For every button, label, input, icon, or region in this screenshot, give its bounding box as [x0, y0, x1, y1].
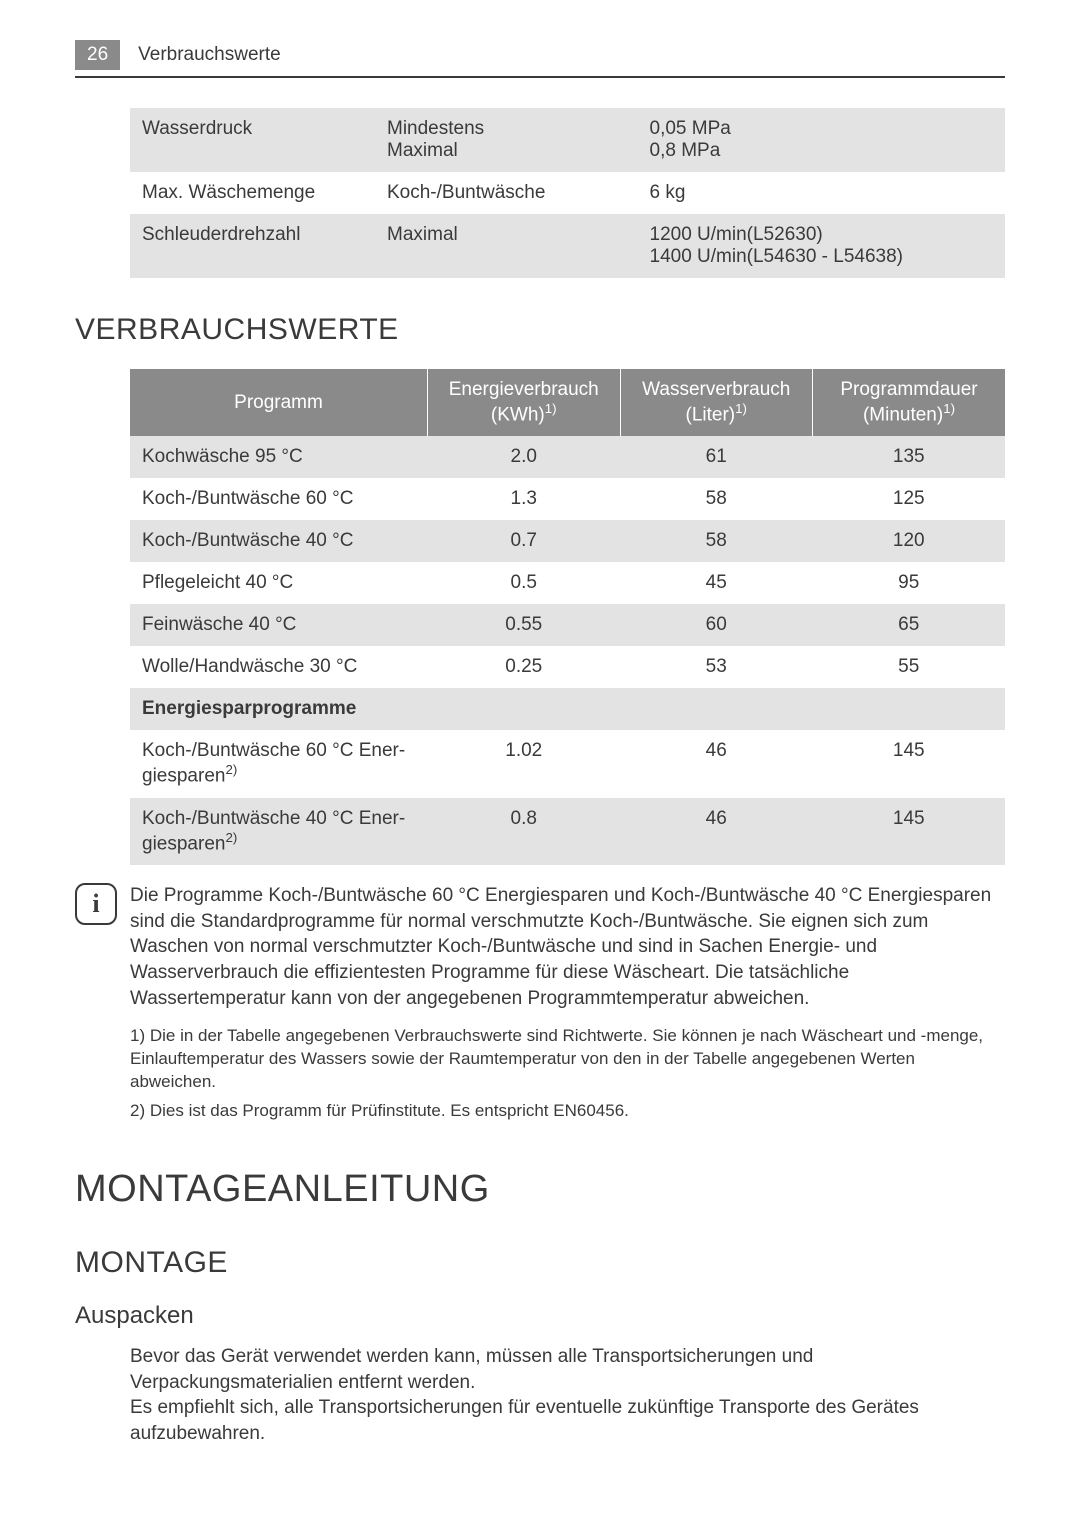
program-name: Koch-/Buntwäsche 40 °C Ener-giesparen2) — [130, 798, 428, 865]
spec-val: 0,05 MPa0,8 MPa — [638, 108, 1006, 172]
programs-table: Programm Energieverbrauch (KWh)1) Wasser… — [130, 369, 1005, 865]
program-name: Wolle/Handwäsche 30 °C — [130, 646, 428, 688]
spec-label: Schleuderdrehzahl — [130, 214, 375, 278]
th-energie-unit: (KWh) — [491, 404, 545, 425]
section-montageanleitung: MONTAGEANLEITUNG — [75, 1168, 1005, 1211]
footnotes: 1) Die in der Tabelle angegebenen Verbra… — [130, 1025, 1005, 1123]
program-row: Feinwäsche 40 °C0.556065 — [130, 604, 1005, 646]
info-icon: i — [75, 883, 117, 925]
page-header-title: Verbrauchswerte — [138, 44, 281, 66]
program-energy: 2.0 — [428, 436, 621, 478]
program-duration: 145 — [813, 730, 1006, 797]
program-water: 61 — [620, 436, 813, 478]
spec-row: Max. WäschemengeKoch-/Buntwäsche6 kg — [130, 172, 1005, 214]
section-montage: MONTAGE — [75, 1246, 1005, 1280]
program-energy: 0.55 — [428, 604, 621, 646]
program-energy: 0.5 — [428, 562, 621, 604]
section-verbrauchswerte: VERBRAUCHSWERTE — [75, 313, 1005, 347]
th-wasser: Wasserverbrauch (Liter)1) — [620, 369, 813, 436]
program-duration: 65 — [813, 604, 1006, 646]
spec-row: WasserdruckMindestensMaximal0,05 MPa0,8 … — [130, 108, 1005, 172]
program-water: 46 — [620, 798, 813, 865]
section-auspacken: Auspacken — [75, 1302, 1005, 1330]
program-water: 58 — [620, 520, 813, 562]
th-dauer: Programmdauer (Minuten)1) — [813, 369, 1006, 436]
program-duration: 135 — [813, 436, 1006, 478]
th-wasser-sup: 1) — [735, 401, 747, 416]
program-name: Pflegeleicht 40 °C — [130, 562, 428, 604]
spec-mid: Maximal — [375, 214, 638, 278]
program-duration: 55 — [813, 646, 1006, 688]
program-name: Koch-/Buntwäsche 40 °C — [130, 520, 428, 562]
page-header: 26 Verbrauchswerte — [75, 40, 1005, 78]
program-energy: 0.25 — [428, 646, 621, 688]
program-subhead-row: Energiesparprogramme — [130, 688, 1005, 730]
program-energy: 0.8 — [428, 798, 621, 865]
program-name: Koch-/Buntwäsche 60 °C — [130, 478, 428, 520]
th-dauer-label: Programmdauer — [840, 379, 977, 400]
program-row: Koch-/Buntwäsche 60 °C Ener-giesparen2)1… — [130, 730, 1005, 797]
program-energy: 1.02 — [428, 730, 621, 797]
program-subhead: Energiesparprogramme — [130, 688, 1005, 730]
spec-label: Wasserdruck — [130, 108, 375, 172]
program-row: Pflegeleicht 40 °C0.54595 — [130, 562, 1005, 604]
program-water: 45 — [620, 562, 813, 604]
th-dauer-unit: (Minuten) — [863, 404, 943, 425]
program-water: 58 — [620, 478, 813, 520]
th-programm: Programm — [130, 369, 428, 436]
program-row: Wolle/Handwäsche 30 °C0.255355 — [130, 646, 1005, 688]
th-wasser-unit: (Liter) — [686, 404, 736, 425]
th-energie-sup: 1) — [545, 401, 557, 416]
th-energie: Energieverbrauch (KWh)1) — [428, 369, 621, 436]
spec-row: SchleuderdrehzahlMaximal1200 U/min(L5263… — [130, 214, 1005, 278]
th-dauer-sup: 1) — [943, 401, 955, 416]
program-name: Koch-/Buntwäsche 60 °C Ener-giesparen2) — [130, 730, 428, 797]
page-number: 26 — [75, 40, 120, 70]
program-row: Kochwäsche 95 °C2.061135 — [130, 436, 1005, 478]
th-energie-label: Energieverbrauch — [449, 379, 599, 400]
specs-table: WasserdruckMindestensMaximal0,05 MPa0,8 … — [130, 108, 1005, 278]
program-water: 53 — [620, 646, 813, 688]
program-duration: 125 — [813, 478, 1006, 520]
program-duration: 95 — [813, 562, 1006, 604]
program-duration: 120 — [813, 520, 1006, 562]
program-duration: 145 — [813, 798, 1006, 865]
spec-mid: Koch-/Buntwäsche — [375, 172, 638, 214]
spec-label: Max. Wäschemenge — [130, 172, 375, 214]
program-energy: 1.3 — [428, 478, 621, 520]
program-water: 60 — [620, 604, 813, 646]
program-energy: 0.7 — [428, 520, 621, 562]
spec-mid: MindestensMaximal — [375, 108, 638, 172]
auspacken-text: Bevor das Gerät verwendet werden kann, m… — [130, 1344, 1005, 1447]
program-name: Kochwäsche 95 °C — [130, 436, 428, 478]
program-row: Koch-/Buntwäsche 40 °C0.758120 — [130, 520, 1005, 562]
program-water: 46 — [620, 730, 813, 797]
th-wasser-label: Wasserverbrauch — [642, 379, 790, 400]
program-name: Feinwäsche 40 °C — [130, 604, 428, 646]
footnote-1: 1) Die in der Tabelle angegebenen Verbra… — [130, 1025, 1005, 1094]
program-row: Koch-/Buntwäsche 60 °C1.358125 — [130, 478, 1005, 520]
program-row: Koch-/Buntwäsche 40 °C Ener-giesparen2)0… — [130, 798, 1005, 865]
spec-val: 6 kg — [638, 172, 1006, 214]
spec-val: 1200 U/min(L52630)1400 U/min(L54630 - L5… — [638, 214, 1006, 278]
info-text: Die Programme Koch-/Buntwäsche 60 °C Ene… — [130, 883, 1005, 1011]
footnote-2: 2) Dies ist das Programm für Prüfinstitu… — [130, 1100, 1005, 1123]
